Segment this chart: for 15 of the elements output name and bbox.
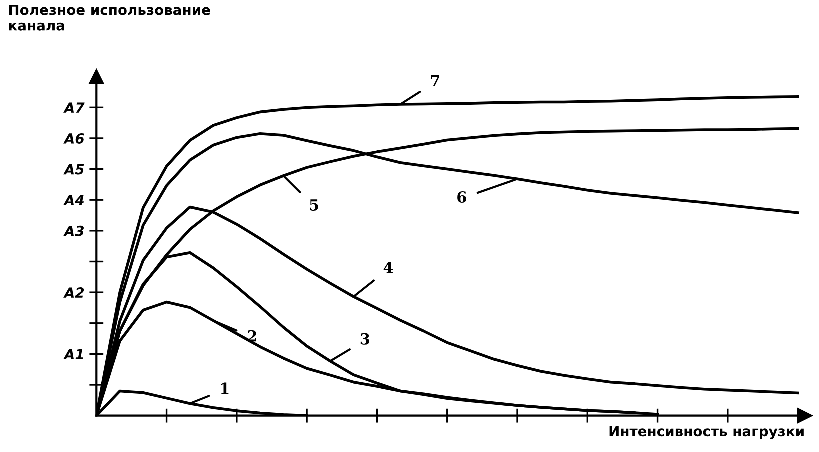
text: A5 xyxy=(64,164,84,175)
text: A1 xyxy=(64,349,84,360)
series-label: 7 xyxy=(431,75,440,87)
text: 5 xyxy=(310,200,318,211)
text: 4 xyxy=(384,262,394,274)
text: A2 xyxy=(64,288,84,298)
series-label: 1 xyxy=(221,382,229,394)
text: A3 xyxy=(64,226,84,236)
x-axis-title: Интенсивность нагрузки xyxy=(610,426,804,440)
series-label: 6 xyxy=(458,191,466,204)
text: A7 xyxy=(64,102,85,113)
text: A4 xyxy=(64,195,84,206)
text: A6 xyxy=(64,133,84,144)
series-label: 3 xyxy=(360,333,370,345)
y-axis-title: Полезное использование канала xyxy=(9,4,210,31)
